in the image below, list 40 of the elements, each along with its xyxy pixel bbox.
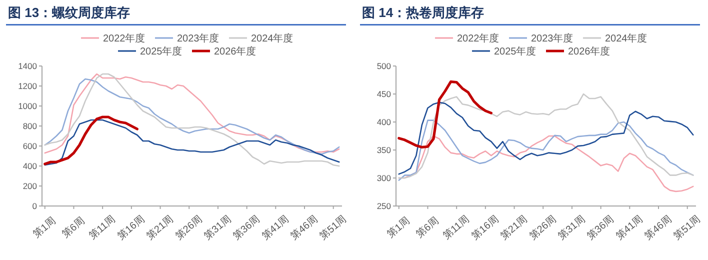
- x-tick-label: 第11周: [86, 213, 118, 242]
- legend-label: 2025年度: [494, 46, 536, 58]
- x-tick-label: 第6周: [414, 214, 442, 240]
- x-tick-label: 第51周: [317, 213, 349, 242]
- y-tick-label: 0: [32, 201, 38, 211]
- y-tick-label: 800: [22, 121, 38, 131]
- y-tick-label: 600: [22, 141, 38, 151]
- x-tick-label: 第36周: [230, 213, 262, 242]
- x-tick-label: 第16周: [115, 213, 147, 242]
- legend-label: 2024年度: [251, 32, 294, 44]
- x-tick-label: 第16周: [469, 213, 501, 242]
- chart-title: 图 14：热卷周度库存: [362, 5, 484, 20]
- y-tick-label: 1000: [18, 101, 38, 111]
- legend-label: 2026年度: [568, 46, 610, 58]
- legend-label: 2022年度: [457, 32, 500, 44]
- legend-label: 2025年度: [140, 46, 182, 58]
- x-tick-label: 第21周: [144, 213, 176, 242]
- y-tick-label: 1200: [18, 81, 38, 91]
- x-tick-label: 第11周: [440, 213, 472, 242]
- y-tick-label: 300: [376, 173, 392, 183]
- legend-label: 2023年度: [531, 32, 574, 44]
- y-tick-label: 350: [376, 145, 392, 155]
- chart-title: 图 13：螺纹周度库存: [8, 5, 130, 20]
- legend-label: 2024年度: [605, 32, 648, 44]
- x-tick-label: 第21周: [498, 213, 530, 242]
- y-tick-label: 250: [376, 201, 392, 211]
- legend-label: 2023年度: [177, 32, 220, 44]
- y-tick-label: 400: [376, 117, 392, 127]
- x-tick-label: 第6周: [60, 214, 88, 240]
- y-tick-label: 500: [376, 61, 392, 71]
- legend-label: 2022年度: [103, 32, 146, 44]
- x-tick-label: 第51周: [671, 213, 703, 242]
- y-tick-label: 450: [376, 89, 392, 99]
- x-tick-label: 第1周: [384, 214, 412, 240]
- y-tick-label: 400: [22, 161, 38, 171]
- x-tick-label: 第36周: [584, 213, 616, 242]
- y-tick-label: 1400: [18, 61, 38, 71]
- x-tick-label: 第1周: [30, 214, 58, 240]
- y-tick-label: 200: [22, 181, 38, 191]
- legend-label: 2026年度: [214, 46, 256, 58]
